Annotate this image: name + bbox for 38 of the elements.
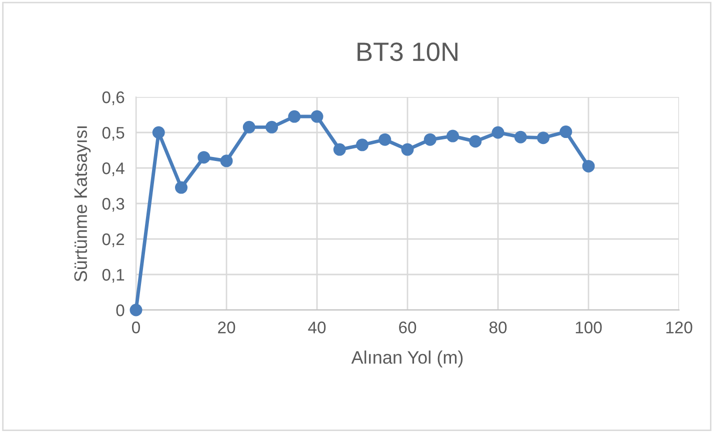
x-tick-label: 20 [218, 322, 236, 334]
point [198, 151, 210, 164]
point [288, 110, 301, 123]
x-tick-label: 40 [308, 322, 326, 334]
x-tick-label: 120 [666, 322, 692, 334]
x-tick-label: 100 [576, 322, 602, 334]
point [378, 133, 392, 146]
x-axis-title: Alınan Yol (m) [351, 350, 463, 368]
point [446, 130, 459, 142]
x-tick-label: 0 [132, 322, 140, 334]
point [492, 126, 504, 139]
y-tick-label: 0 [116, 304, 124, 316]
point [175, 181, 188, 194]
chart-title: BT3 10N [358, 42, 458, 62]
point [242, 120, 256, 134]
y-tick-label: 0,3 [102, 198, 124, 212]
point [469, 135, 482, 148]
point [310, 110, 324, 123]
x-tick-label: 80 [489, 322, 507, 334]
point [356, 138, 368, 152]
y-tick-label: 0,1 [102, 268, 124, 283]
point [266, 120, 278, 134]
x-tick-label: 60 [399, 322, 416, 334]
point [401, 143, 414, 156]
point [220, 154, 233, 168]
point [333, 143, 346, 156]
point [514, 130, 527, 144]
y-tick-label: 0,5 [102, 126, 124, 141]
y-tick-label: 0,6 [102, 91, 124, 106]
point [130, 304, 142, 316]
y-axis-title: Sürtünme Katsayısı [74, 126, 91, 282]
y-tick-label: 0,2 [102, 233, 124, 248]
point [152, 126, 165, 139]
y-tick-label: 0,4 [102, 162, 124, 176]
point [560, 126, 572, 138]
point [582, 160, 595, 172]
point [424, 133, 436, 146]
point [537, 132, 550, 144]
